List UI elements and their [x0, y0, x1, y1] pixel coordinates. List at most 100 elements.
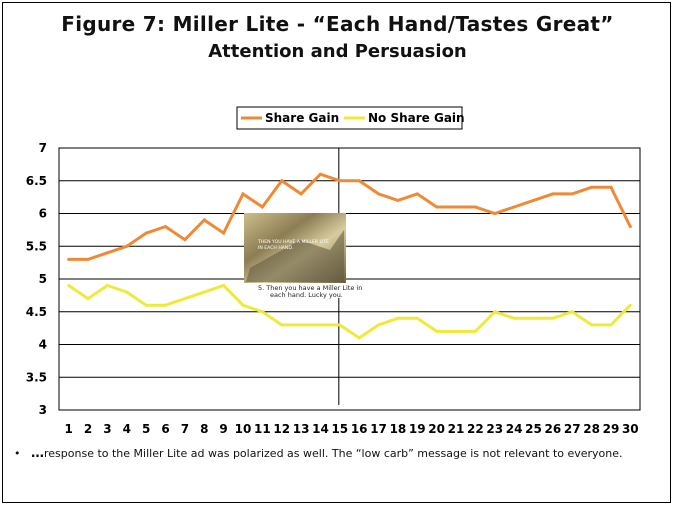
ad-inset-overlay-text-1: THEN YOU HAVE A MILLER LITE [257, 239, 329, 245]
legend-label-share-gain: Share Gain [265, 111, 339, 125]
data-point [512, 205, 516, 209]
ad-inset-caption-2: each hand. Lucky you. [270, 291, 343, 299]
data-point [338, 323, 342, 327]
data-point [202, 218, 206, 222]
ad-inset: THEN YOU HAVE A MILLER LITE IN EACH HAND… [244, 213, 362, 299]
data-point [67, 257, 71, 261]
x-tick-label: 20 [428, 422, 445, 436]
data-point [357, 179, 361, 183]
x-tick-label: 29 [603, 422, 620, 436]
data-point [183, 297, 187, 301]
data-point [493, 310, 497, 314]
data-point [280, 323, 284, 327]
data-point [590, 185, 594, 189]
x-tick-label: 19 [409, 422, 426, 436]
data-point [105, 284, 109, 288]
data-point [222, 284, 226, 288]
data-point [318, 323, 322, 327]
footnote-ellipsis: … [31, 446, 44, 461]
footnote: • …response to the Miller Lite ad was po… [14, 446, 623, 461]
data-point [144, 303, 148, 307]
data-point [531, 316, 535, 320]
data-point [628, 303, 632, 307]
data-point [202, 290, 206, 294]
y-tick-label: 3.5 [26, 370, 47, 384]
x-tick-label: 12 [273, 422, 290, 436]
x-tick-label: 4 [123, 422, 131, 436]
data-point [512, 316, 516, 320]
x-tick-label: 28 [583, 422, 600, 436]
x-tick-label: 15 [331, 422, 348, 436]
y-axis-ticks: 3 3.5 4 4.5 5 5.5 6 6.5 7 [26, 141, 47, 417]
x-tick-label: 7 [181, 422, 189, 436]
x-tick-label: 14 [312, 422, 329, 436]
data-point [590, 323, 594, 327]
x-tick-label: 13 [293, 422, 310, 436]
gridlines [58, 147, 641, 411]
data-point [241, 303, 245, 307]
data-point [435, 329, 439, 333]
data-point [164, 303, 168, 307]
series-line-no-share-gain [67, 283, 632, 340]
ad-inset-caption-1: 5. Then you have a Miller Lite in [258, 284, 362, 292]
data-point [551, 192, 555, 196]
x-tick-label: 6 [161, 422, 169, 436]
data-point [86, 257, 90, 261]
footnote-bullet: • [14, 447, 21, 460]
data-point [396, 316, 400, 320]
y-tick-label: 6 [39, 207, 47, 221]
x-tick-label: 21 [448, 422, 465, 436]
data-point [125, 290, 129, 294]
data-point [280, 179, 284, 183]
data-point [241, 192, 245, 196]
chart-title-line1: Figure 7: Miller Lite - “Each Hand/Taste… [61, 12, 614, 36]
ad-inset-overlay-text-2: IN EACH HAND. [258, 245, 293, 251]
y-tick-label: 6.5 [26, 174, 47, 188]
x-tick-label: 16 [351, 422, 368, 436]
x-tick-label: 25 [525, 422, 542, 436]
data-point [609, 185, 613, 189]
x-tick-label: 27 [564, 422, 581, 436]
data-point [377, 192, 381, 196]
x-tick-label: 5 [142, 422, 150, 436]
x-tick-label: 1 [65, 422, 73, 436]
y-tick-label: 5.5 [26, 239, 47, 253]
x-tick-label: 18 [390, 422, 407, 436]
data-point [415, 316, 419, 320]
data-point [377, 323, 381, 327]
data-point [531, 198, 535, 202]
x-axis-ticks: 1 2 3 4 5 6 7 8 9 10 11 12 13 14 15 16 17 18 19 20 21 22 23 24 2… [65, 422, 639, 436]
data-point [493, 212, 497, 215]
data-point [357, 336, 361, 340]
data-point [609, 323, 613, 327]
series-line-share-gain [68, 172, 632, 261]
y-tick-label: 4.5 [26, 305, 47, 319]
data-point [222, 231, 226, 235]
data-point [144, 231, 148, 235]
data-point [570, 310, 574, 314]
x-tick-label: 9 [219, 422, 227, 436]
data-point [299, 323, 303, 327]
legend-label-no-share-gain: No Share Gain [368, 111, 465, 125]
y-tick-label: 3 [39, 403, 47, 417]
data-point [125, 244, 129, 248]
ad-inset-shadow [246, 230, 344, 282]
data-point [260, 205, 264, 209]
data-point [473, 205, 477, 209]
data-point [86, 297, 90, 301]
x-tick-label: 30 [622, 422, 639, 436]
x-tick-label: 17 [370, 422, 387, 436]
data-point [338, 179, 342, 183]
y-tick-label: 5 [39, 272, 47, 286]
data-point [396, 198, 400, 202]
data-point [415, 192, 419, 196]
data-point [299, 192, 303, 196]
y-tick-label: 4 [39, 338, 47, 352]
data-point [435, 205, 439, 209]
data-point [473, 329, 477, 333]
data-point [628, 225, 632, 229]
x-tick-label: 3 [103, 422, 111, 436]
data-point [67, 284, 71, 288]
x-tick-label: 23 [486, 422, 503, 436]
